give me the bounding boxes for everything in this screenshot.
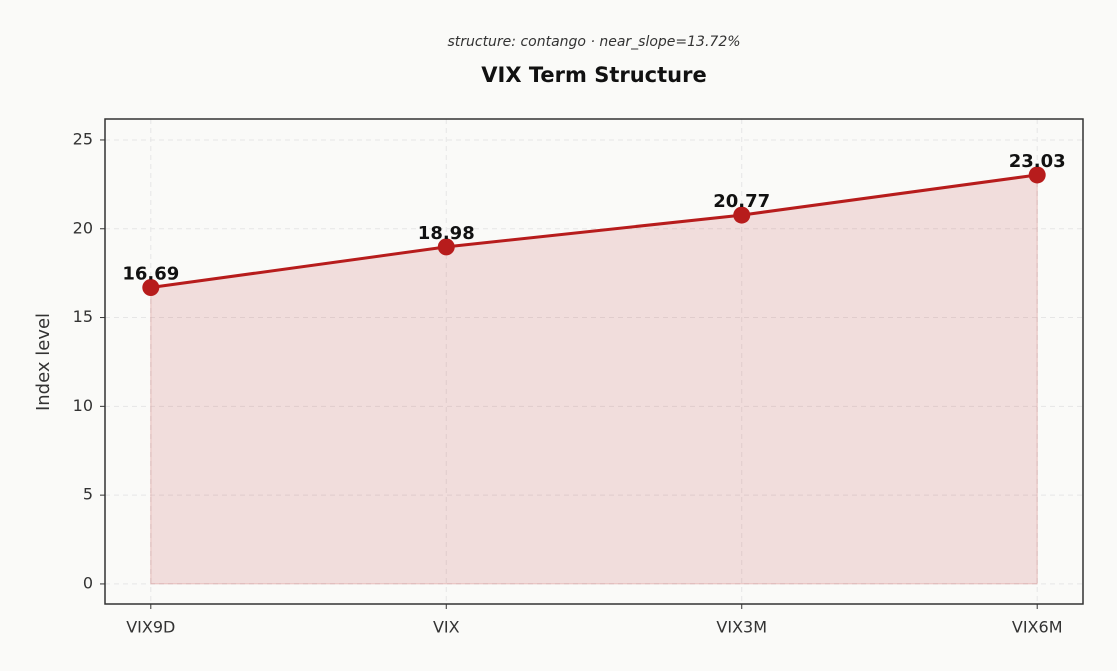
y-tick-label: 20 xyxy=(73,218,93,237)
data-label: 18.98 xyxy=(418,223,475,244)
x-tick-label: VIX9D xyxy=(126,618,175,637)
x-tick-label: VIX3M xyxy=(716,618,767,637)
y-tick-label: 0 xyxy=(83,573,93,592)
line xyxy=(150,173,1038,290)
y-tick-label: 5 xyxy=(83,485,93,504)
chart-title: VIX Term Structure xyxy=(481,63,706,87)
chart-subtitle: structure: contango · near_slope=13.72% xyxy=(447,34,740,50)
point xyxy=(1028,166,1046,184)
y-tick-label: 15 xyxy=(73,307,93,326)
point xyxy=(733,206,751,224)
point xyxy=(142,279,160,297)
x-tick-label: VIX6M xyxy=(1012,618,1063,637)
data-label: 20.77 xyxy=(713,191,770,212)
plot-frame xyxy=(104,118,1084,605)
y-tick-label: 25 xyxy=(73,129,93,148)
y-axis-label: Index level xyxy=(33,313,54,411)
plot-area xyxy=(105,119,1083,604)
data-label: 23.03 xyxy=(1009,151,1066,172)
x-tick-label: VIX xyxy=(433,618,460,637)
point xyxy=(437,238,455,256)
data-label: 16.69 xyxy=(122,264,179,285)
y-tick-label: 10 xyxy=(73,396,93,415)
